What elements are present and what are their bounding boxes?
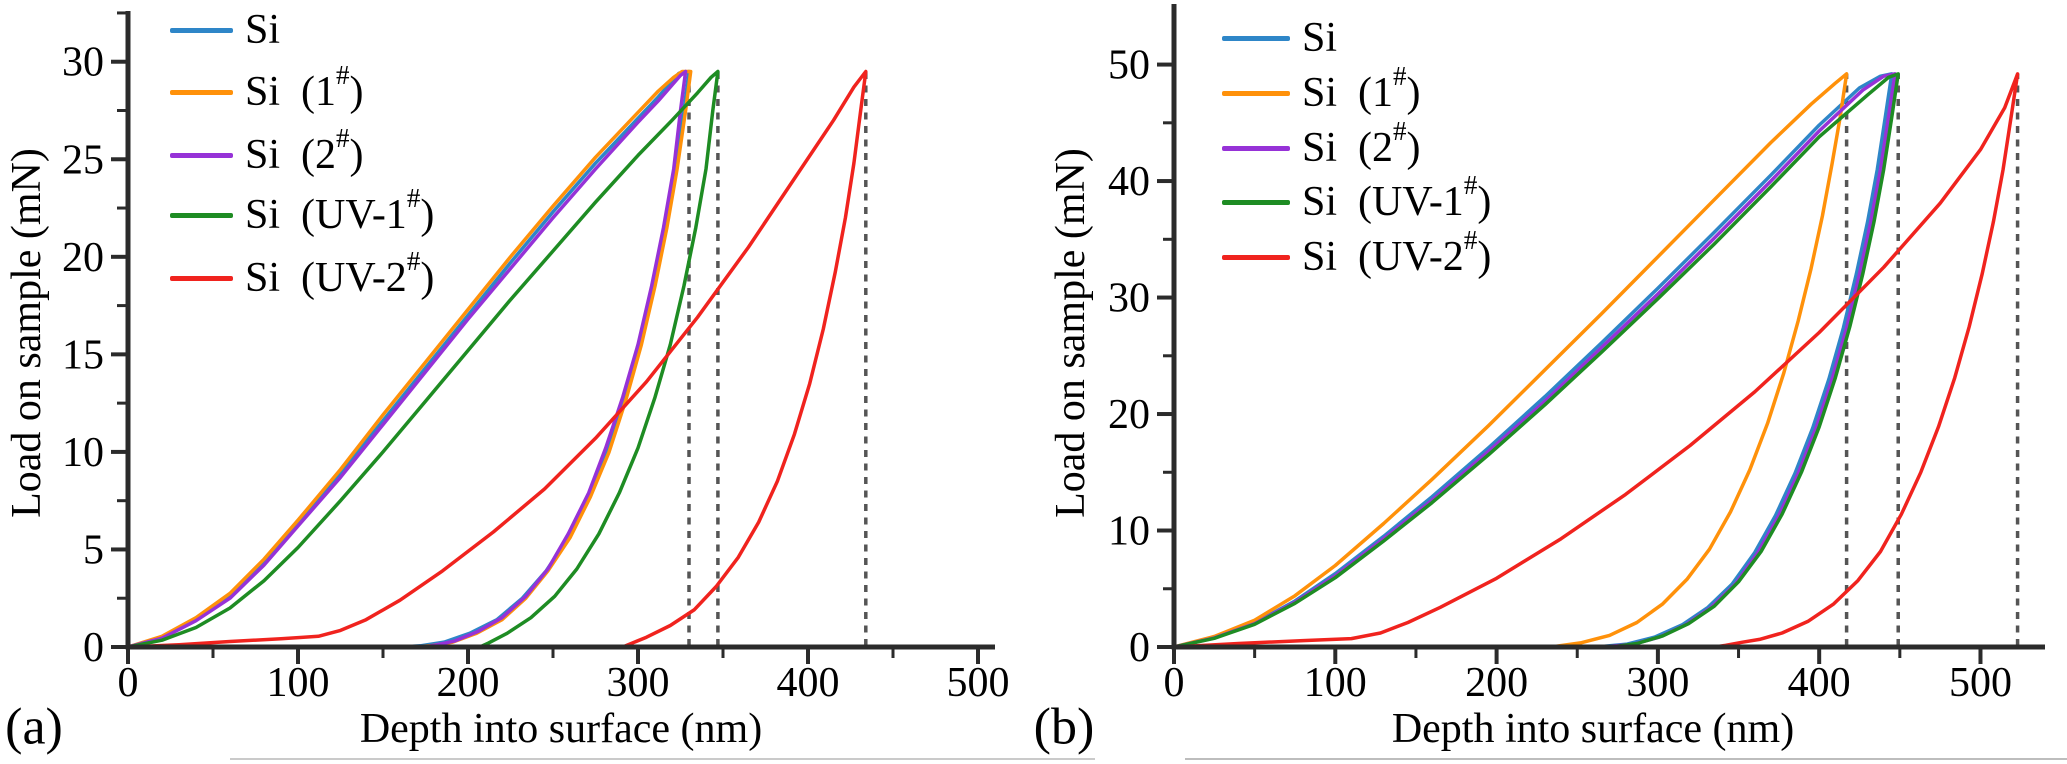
legend-line-swatch <box>1222 90 1290 96</box>
x-tick-label: 300 <box>1626 660 1689 706</box>
x-tick-label: 500 <box>947 660 1010 706</box>
legend-label: Si (1#) <box>245 60 364 115</box>
legend-label: Si (UV-2#) <box>245 246 435 301</box>
x-tick-label: 100 <box>1304 660 1367 706</box>
x-tick-label: 300 <box>607 660 670 706</box>
legend-item: Si <box>170 4 280 56</box>
curve-si-uv-1 <box>126 69 720 649</box>
page-edge-artifact <box>1185 758 2067 760</box>
panel-a-plot: 0 100 200 300 400 500 0 5 10 15 20 25 30 <box>62 11 1010 706</box>
legend-item: Si (2#) <box>170 123 364 181</box>
legend-line-swatch <box>170 212 233 218</box>
panel-b-x-axis-label: Depth into surface (nm) <box>1391 706 1795 752</box>
legend-line-swatch <box>170 27 233 33</box>
legend-line-swatch <box>1222 254 1290 260</box>
y-tick-label: 5 <box>83 527 104 573</box>
y-tick-label: 25 <box>62 137 104 183</box>
legend-item: Si (UV-1#) <box>170 183 435 241</box>
y-tick-label: 50 <box>1108 43 1150 89</box>
legend-label: Si (1#) <box>1302 61 1421 116</box>
y-tick-label: 0 <box>83 625 104 671</box>
legend-label: Si <box>1302 15 1338 61</box>
legend-line-swatch <box>170 152 233 158</box>
legend-label: Si (UV-1#) <box>245 183 435 238</box>
legend-item: Si (1#) <box>1222 61 1421 119</box>
curve-si <box>1172 72 1894 649</box>
y-tick-label: 20 <box>1108 392 1150 438</box>
panel-a-y-axis-label: Load on sample (mN) <box>4 148 50 518</box>
panel-a-x-axis-label: Depth into surface (nm) <box>359 706 763 752</box>
curve-si-uv-2 <box>1172 72 2020 649</box>
curve-si-2 <box>126 69 688 649</box>
panel-a-letter: (a) <box>5 698 63 756</box>
legend-item: Si <box>1222 12 1337 64</box>
legend-item: Si (2#) <box>1222 116 1421 174</box>
legend-line-swatch <box>1222 145 1290 151</box>
legend-item: Si (1#) <box>170 60 364 118</box>
legend-item: Si (UV-2#) <box>170 246 435 304</box>
curve-si-uv-1 <box>1172 72 1900 649</box>
curve-si-uv-2 <box>126 69 868 649</box>
panel-b-letter: (b) <box>1033 698 1095 756</box>
legend-label: Si (2#) <box>1302 116 1421 171</box>
y-tick-label: 30 <box>62 40 104 86</box>
x-tick-label: 0 <box>118 660 139 706</box>
legend-item: Si (UV-1#) <box>1222 170 1492 228</box>
x-tick-label: 500 <box>1949 660 2012 706</box>
legend-item: Si (UV-2#) <box>1222 225 1492 283</box>
legend-line-swatch <box>1222 35 1290 41</box>
x-tick-label: 200 <box>1465 660 1528 706</box>
panel-b-plot: 0 100 200 300 400 500 0 10 20 30 40 50 <box>1108 4 2045 706</box>
x-tick-label: 200 <box>437 660 500 706</box>
x-tick-label: 100 <box>267 660 330 706</box>
legend-line-swatch <box>170 275 233 281</box>
y-tick-label: 10 <box>1108 509 1150 555</box>
legend-line-swatch <box>1222 199 1290 205</box>
x-tick-label: 400 <box>777 660 840 706</box>
y-tick-label: 40 <box>1108 159 1150 205</box>
legend-label: Si (UV-1#) <box>1302 170 1492 225</box>
x-tick-label: 0 <box>1164 660 1185 706</box>
y-tick-label: 0 <box>1129 625 1150 671</box>
x-tick-label: 400 <box>1788 660 1851 706</box>
y-tick-label: 15 <box>62 332 104 378</box>
y-tick-label: 30 <box>1108 276 1150 322</box>
y-tick-label: 10 <box>62 430 104 476</box>
legend-line-swatch <box>170 89 233 95</box>
legend-label: Si <box>245 7 281 53</box>
legend-label: Si (2#) <box>245 123 364 178</box>
legend-label: Si (UV-2#) <box>1302 225 1492 280</box>
y-tick-label: 20 <box>62 235 104 281</box>
page-edge-artifact <box>230 758 1095 760</box>
panel-b-y-axis-label: Load on sample (mN) <box>1048 148 1094 518</box>
